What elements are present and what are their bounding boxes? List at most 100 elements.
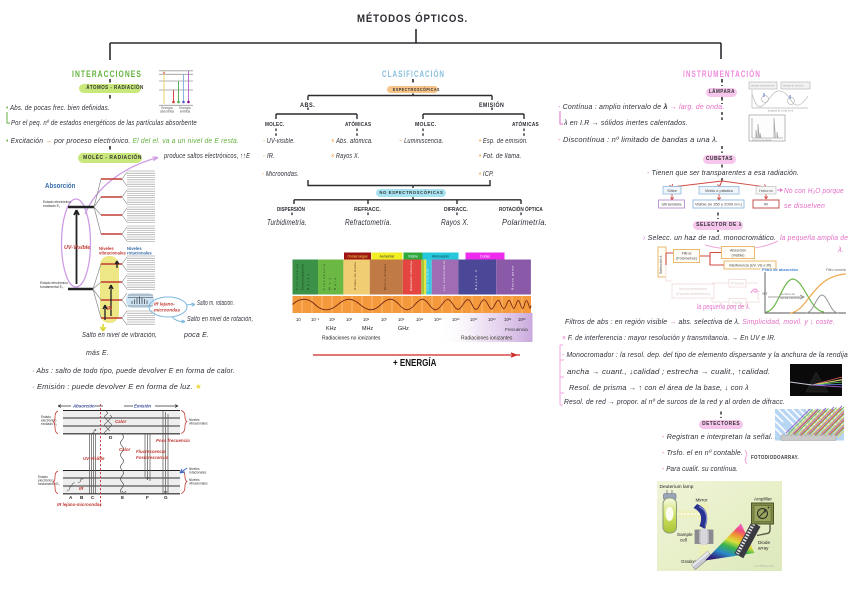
svg-text:Niveles: Niveles — [189, 467, 200, 471]
svg-text:vibracionales: vibracionales — [99, 251, 126, 256]
svg-text:Radiaciones ionizantes: Radiaciones ionizantes — [461, 336, 513, 342]
svg-text:Absorción: Absorción — [730, 249, 746, 253]
svg-text:Estado: Estado — [41, 415, 51, 419]
svg-text:Filtro cometa: Filtro cometa — [826, 268, 846, 272]
svg-text:B: B — [80, 495, 84, 500]
svg-text:10¹⁵: 10¹⁵ — [452, 317, 460, 322]
svg-text:C: C — [91, 495, 95, 500]
svg-text:Fluorescencia: Fluorescencia — [136, 449, 166, 454]
svg-text:(Fotómetros): (Fotómetros) — [676, 257, 697, 261]
svg-text:Ondas largas: Ondas largas — [347, 255, 367, 259]
svg-text:Interferencia (UV, Vis e IR): Interferencia (UV, Vis e IR) — [729, 264, 772, 268]
svg-text:Bajas: Bajas — [306, 274, 310, 291]
svg-text:vibracionales: vibracionales — [189, 422, 208, 426]
svg-text:Visible: Visible — [408, 255, 418, 259]
svg-text:Niveles: Niveles — [189, 478, 200, 482]
svg-text:Monocromadores: Monocromadores — [679, 287, 707, 291]
svg-text:Estado electrónico: Estado electrónico — [40, 281, 68, 285]
svg-text:Haluros: Haluros — [759, 188, 773, 193]
svg-text:Energía: Energía — [179, 106, 190, 110]
svg-text:microondas: microondas — [154, 308, 180, 313]
svg-text:F: F — [146, 495, 149, 500]
svg-text:Ultravioleta: Ultravioleta — [661, 202, 682, 207]
svg-text:fundamental E₀: fundamental E₀ — [38, 482, 61, 486]
svg-text:Aumentar: Aumentar — [380, 255, 396, 259]
svg-text:IR: IR — [79, 486, 84, 491]
svg-text:Sample: Sample — [677, 532, 693, 537]
svg-text:Poca frecuencia: Poca frecuencia — [156, 438, 190, 443]
svg-text:10⁹: 10⁹ — [398, 317, 405, 322]
svg-text:IR lejano-microondas: IR lejano-microondas — [57, 502, 102, 507]
svg-text:Prismas: Prismas — [731, 282, 744, 286]
svg-text:IR: IR — [107, 306, 112, 312]
svg-text:Frecuencias: Frecuencias — [295, 264, 299, 291]
svg-text:10⁻¹: 10⁻¹ — [311, 317, 320, 322]
svg-text:10¹³: 10¹³ — [434, 317, 442, 322]
svg-text:Niveles: Niveles — [99, 246, 114, 251]
svg-text:10¹: 10¹ — [329, 317, 336, 322]
svg-text:A: A — [69, 495, 73, 500]
svg-text:absorbida: absorbida — [160, 109, 174, 113]
svg-text:Niveles: Niveles — [127, 246, 142, 251]
svg-text:D: D — [109, 435, 113, 440]
svg-text:banda efectiva: banda efectiva — [780, 296, 800, 300]
svg-text:excitado E₁: excitado E₁ — [43, 204, 61, 208]
svg-text:vibracionales: vibracionales — [189, 482, 208, 486]
svg-text:Muy: Muy — [328, 278, 332, 291]
svg-text:UV-Visible: UV-Visible — [64, 245, 90, 251]
svg-text:10¹⁹: 10¹⁹ — [488, 317, 496, 322]
svg-text:10: 10 — [296, 317, 301, 322]
svg-text:lámpara de deuterio: lámpara de deuterio — [783, 85, 804, 88]
svg-text:Radiación infrarroja: Radiación infrarroja — [409, 261, 413, 291]
svg-text:G: G — [164, 495, 168, 500]
svg-text:Micro-Ondas: Micro-Ondas — [383, 264, 387, 291]
svg-text:Calor: Calor — [119, 447, 131, 452]
svg-text:10³: 10³ — [346, 317, 353, 322]
svg-text:UV-Visible: UV-Visible — [83, 456, 105, 461]
svg-text:electrónico: electrónico — [38, 479, 54, 483]
svg-text:Frecuencia: Frecuencia — [322, 264, 326, 290]
svg-text:Luz ultravioleta: Luz ultravioleta — [442, 261, 446, 291]
svg-text:E: E — [121, 495, 124, 500]
svg-text:electrónico: electrónico — [41, 419, 57, 423]
svg-text:10¹⁷: 10¹⁷ — [470, 317, 478, 322]
svg-text:IR lejano-: IR lejano- — [154, 302, 175, 307]
svg-text:Ondas de Radio: Ondas de Radio — [353, 262, 357, 290]
svg-text:espectro de líneas: espectro de líneas — [752, 139, 772, 142]
svg-text:Estado electrónico: Estado electrónico — [43, 200, 71, 204]
svg-text:10⁵: 10⁵ — [363, 317, 370, 322]
svg-text:emitida: emitida — [180, 109, 191, 113]
svg-text:10²¹: 10²¹ — [504, 317, 512, 322]
svg-text:Luz visible: Luz visible — [426, 269, 430, 291]
svg-text:Calor: Calor — [115, 419, 127, 424]
svg-text:lámpara incandescente: lámpara incandescente — [751, 85, 775, 88]
svg-text:longitud de onda (nm): longitud de onda (nm) — [768, 109, 793, 113]
svg-text:Estado: Estado — [38, 475, 48, 479]
svg-text:Absorción: Absorción — [72, 404, 95, 409]
svg-text:Redes: Redes — [732, 301, 743, 305]
svg-text:MHz: MHz — [362, 326, 373, 332]
svg-text:excitado E₁: excitado E₁ — [41, 422, 57, 426]
svg-text:rotacionales: rotacionales — [127, 251, 152, 256]
svg-text:Extremadamente: Extremadamente — [301, 264, 305, 290]
svg-text:Energía: Energía — [161, 106, 172, 110]
svg-text:10¹¹: 10¹¹ — [416, 317, 424, 322]
svg-text:IR: IR — [764, 202, 768, 207]
svg-text:Emisión: Emisión — [134, 404, 151, 409]
svg-text:anchura de: anchura de — [780, 292, 795, 296]
svg-text:Mirror: Mirror — [696, 498, 708, 503]
svg-text:Frecuencia: Frecuencia — [505, 327, 528, 332]
svg-text:fundamental E₀: fundamental E₀ — [40, 285, 64, 289]
svg-text:Selección λ: Selección λ — [659, 255, 663, 274]
svg-text:Atenuación: Atenuación — [432, 255, 449, 259]
svg-text:%T: %T — [762, 292, 768, 296]
svg-text:Diode: Diode — [758, 540, 770, 545]
svg-text:Filtro de absorción: Filtro de absorción — [762, 267, 799, 272]
svg-text:array: array — [758, 546, 769, 551]
svg-text:Deuterium lamp: Deuterium lamp — [660, 484, 694, 490]
svg-text:rotacionales: rotacionales — [189, 471, 207, 475]
svg-text:10⁷: 10⁷ — [381, 317, 388, 322]
svg-text:Radiaciones no ionizantes: Radiaciones no ionizantes — [322, 336, 381, 342]
svg-text:Visible (in 350 y 2000 nm.): Visible (in 350 y 2000 nm.) — [695, 202, 743, 207]
svg-text:KHz: KHz — [326, 326, 336, 332]
